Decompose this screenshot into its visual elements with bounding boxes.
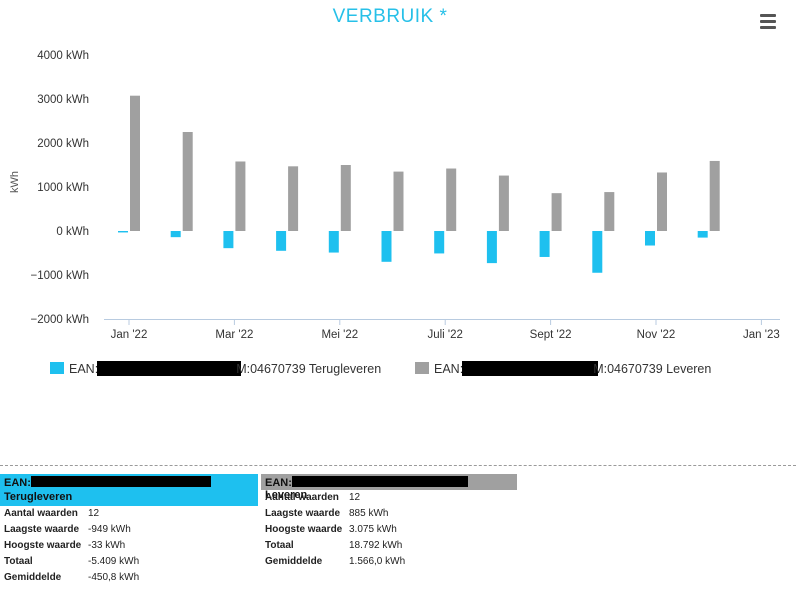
bar-terugleveren xyxy=(118,231,128,233)
stats-value: -949 kWh xyxy=(88,524,131,535)
stats-row: Laagste waarde 885 kWh xyxy=(261,506,517,522)
section-divider xyxy=(0,465,796,466)
stats-label: Laagste waarde xyxy=(4,524,80,535)
bar-terugleveren xyxy=(223,231,234,249)
bar-leveren xyxy=(182,132,193,231)
stats-header: EAN: Leveren xyxy=(261,474,517,501)
bar-terugleveren xyxy=(434,231,445,254)
stats-row: Gemiddelde 1.566,0 kWh xyxy=(261,554,517,570)
legend-item-terugleveren[interactable]: EAN: M:04670739 Terugleveren xyxy=(50,361,381,376)
x-tick-label: Nov '22 xyxy=(637,329,676,341)
stats-label: Aantal waarden xyxy=(265,492,339,503)
stats-value: -5.409 kWh xyxy=(88,556,140,567)
x-tick-label: Mar '22 xyxy=(215,329,253,341)
hamburger-menu-icon[interactable] xyxy=(758,12,778,30)
stats-row: Hoogste waarde 3.075 kWh xyxy=(261,522,517,538)
stats-label: Laagste waarde xyxy=(265,508,341,519)
stats-label: Hoogste waarde xyxy=(265,524,343,535)
stats-row: Aantal waarden 12 xyxy=(0,506,258,522)
stats-value: -450,8 kWh xyxy=(88,572,140,583)
x-tick-label: Jan '22 xyxy=(111,329,148,341)
stats-table-leveren: EAN: Leveren Aantal waarden 12 Laagste wa… xyxy=(261,474,517,570)
legend-label-prefix: EAN: xyxy=(434,362,464,376)
chart-title: VERBRUIK * xyxy=(332,6,448,27)
stats-value: 885 kWh xyxy=(349,508,389,519)
legend-label-suffix: M:04670739 Leveren xyxy=(593,362,712,376)
bar-chart: kWh 4000 kWh 3000 kWh 2000 kWh 1000 kWh 0 kWh… xyxy=(9,50,780,341)
bar-terugleveren xyxy=(592,231,603,273)
stats-row: Aantal waarden 12 xyxy=(261,490,517,506)
x-tick-label: Jan '23 xyxy=(743,329,780,341)
stats-value: -33 kWh xyxy=(88,540,126,551)
redaction-block xyxy=(291,476,468,487)
stats-value: 3.075 kWh xyxy=(349,524,397,535)
y-axis-label: kWh xyxy=(9,171,21,193)
bar-terugleveren xyxy=(170,231,181,238)
y-tick-label: 4000 kWh xyxy=(37,50,89,62)
y-tick-label: 3000 kWh xyxy=(37,94,89,106)
y-tick-label: −2000 kWh xyxy=(31,314,90,326)
x-tick-label: Sept '22 xyxy=(530,329,572,341)
y-tick-label: 0 kWh xyxy=(56,226,89,238)
bar-terugleveren xyxy=(645,231,655,246)
legend-swatch-leveren xyxy=(415,362,429,374)
stats-header-suffix: Terugleveren xyxy=(4,491,73,503)
bar-leveren xyxy=(340,165,351,231)
bar-leveren xyxy=(446,168,457,231)
stats-row: Laagste waarde -949 kWh xyxy=(0,522,258,538)
bar-terugleveren xyxy=(328,231,339,253)
bar-terugleveren xyxy=(276,231,287,251)
bar-terugleveren xyxy=(697,231,708,238)
stats-table-terugleveren: EAN: Terugleveren Aantal waarden 12 Laags… xyxy=(0,474,258,586)
y-tick-label: 2000 kWh xyxy=(37,138,89,150)
stats-label: Gemiddelde xyxy=(4,572,62,583)
stats-value: 18.792 kWh xyxy=(349,540,403,551)
stats-header-prefix: EAN: xyxy=(4,477,31,489)
redaction-block xyxy=(97,361,242,376)
bar-leveren xyxy=(498,175,509,231)
stats-row: Totaal -5.409 kWh xyxy=(0,554,258,570)
redaction-block xyxy=(462,361,599,376)
bar-leveren xyxy=(709,160,720,231)
stats-row: Totaal 18.792 kWh xyxy=(261,538,517,554)
legend-swatch-terugleveren xyxy=(50,362,64,374)
bar-leveren xyxy=(235,161,246,231)
bar-leveren xyxy=(657,172,667,231)
x-tick-label: Juli '22 xyxy=(427,329,462,341)
bar-leveren xyxy=(551,193,562,231)
redaction-block xyxy=(30,476,211,487)
bar-terugleveren xyxy=(486,231,497,264)
stats-value: 12 xyxy=(88,508,100,519)
y-tick-label: 1000 kWh xyxy=(37,182,89,194)
x-tick-label: Mei '22 xyxy=(321,329,358,341)
legend-label-prefix: EAN: xyxy=(69,362,99,376)
stats-label: Totaal xyxy=(4,556,33,567)
stats-label: Gemiddelde xyxy=(265,556,323,567)
legend-label-suffix: M:04670739 Terugleveren xyxy=(236,362,382,376)
stats-header-suffix: Leveren xyxy=(265,489,308,501)
bar-terugleveren xyxy=(539,231,550,257)
bar-leveren xyxy=(288,166,299,231)
bar-terugleveren xyxy=(381,231,392,262)
stats-row: Hoogste waarde -33 kWh xyxy=(0,538,258,554)
stats-label: Aantal waarden xyxy=(4,508,78,519)
stats-value: 12 xyxy=(349,492,361,503)
stats-row: Gemiddelde -450,8 kWh xyxy=(0,570,258,586)
stats-label: Totaal xyxy=(265,540,294,551)
stats-value: 1.566,0 kWh xyxy=(349,556,406,567)
legend-item-leveren[interactable]: EAN: M:04670739 Leveren xyxy=(415,361,711,376)
stats-header-prefix: EAN: xyxy=(265,477,292,489)
stats-label: Hoogste waarde xyxy=(4,540,82,551)
bar-leveren xyxy=(130,95,140,231)
bar-leveren xyxy=(393,171,404,231)
stats-header: EAN: Terugleveren xyxy=(0,474,258,506)
y-tick-label: −1000 kWh xyxy=(31,270,90,282)
bar-leveren xyxy=(604,192,615,231)
